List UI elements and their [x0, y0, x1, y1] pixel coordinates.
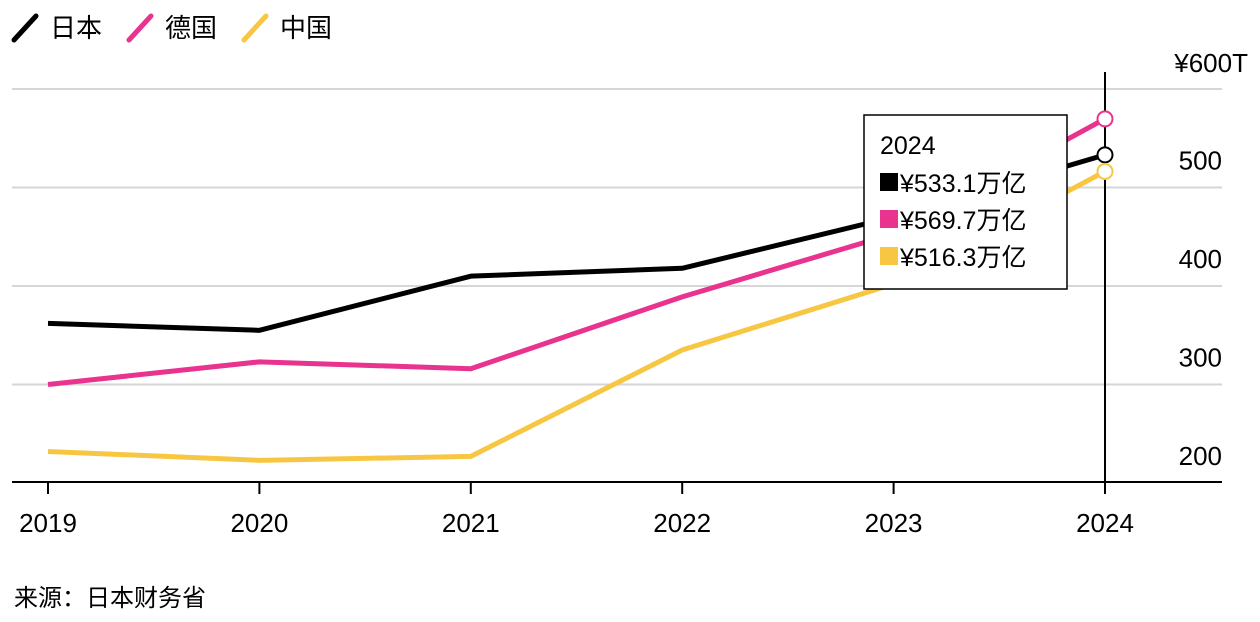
- x-tick-label-2023: 2023: [865, 508, 923, 538]
- tooltip-value-japan: ¥533.1万亿: [899, 170, 1026, 198]
- tooltip-swatch-china: [880, 247, 898, 265]
- x-axis: 2019 2020 2021 2022 2023 2024: [19, 482, 1134, 538]
- x-tick-label-2024: 2024: [1076, 508, 1134, 538]
- highlight-point-china[interactable]: [1096, 162, 1114, 180]
- y-axis-top-label: ¥600T: [1173, 48, 1248, 78]
- x-tick-label-2021: 2021: [442, 508, 500, 538]
- tooltip-swatch-germany: [880, 210, 898, 228]
- legend-swatch-china: [241, 13, 269, 43]
- x-tick-label-2020: 2020: [230, 508, 288, 538]
- highlight-point-germany[interactable]: [1096, 110, 1114, 128]
- legend-swatch-japan: [11, 13, 39, 43]
- x-tick-label-2019: 2019: [19, 508, 77, 538]
- x-tick-label-2022: 2022: [653, 508, 711, 538]
- tooltip: 2024 ¥533.1万亿 ¥569.7万亿 ¥516.3万亿: [863, 114, 1068, 290]
- legend-label-japan: 日本: [50, 13, 102, 43]
- legend-item-japan[interactable]: 日本: [11, 13, 102, 43]
- legend-label-china: 中国: [280, 13, 332, 43]
- y-axis: ¥600T 500 400 300 200: [1173, 48, 1248, 471]
- highlight-point-japan[interactable]: [1096, 146, 1114, 164]
- tooltip-year: 2024: [880, 132, 936, 160]
- tooltip-value-china: ¥516.3万亿: [899, 244, 1026, 272]
- legend-item-china[interactable]: 中国: [241, 13, 332, 43]
- y-tick-label-300: 300: [1179, 343, 1222, 373]
- legend-swatch-germany: [126, 13, 154, 43]
- legend-item-germany[interactable]: 德国: [126, 13, 217, 43]
- y-tick-label-400: 400: [1179, 244, 1222, 274]
- y-tick-label-500: 500: [1179, 146, 1222, 176]
- tooltip-swatch-japan: [880, 173, 898, 191]
- source-note: 来源：日本财务省: [14, 585, 206, 612]
- legend: 日本 德国 中国: [11, 13, 332, 43]
- tooltip-value-germany: ¥569.7万亿: [899, 207, 1026, 235]
- legend-label-germany: 德国: [165, 13, 217, 43]
- y-tick-label-200: 200: [1179, 441, 1222, 471]
